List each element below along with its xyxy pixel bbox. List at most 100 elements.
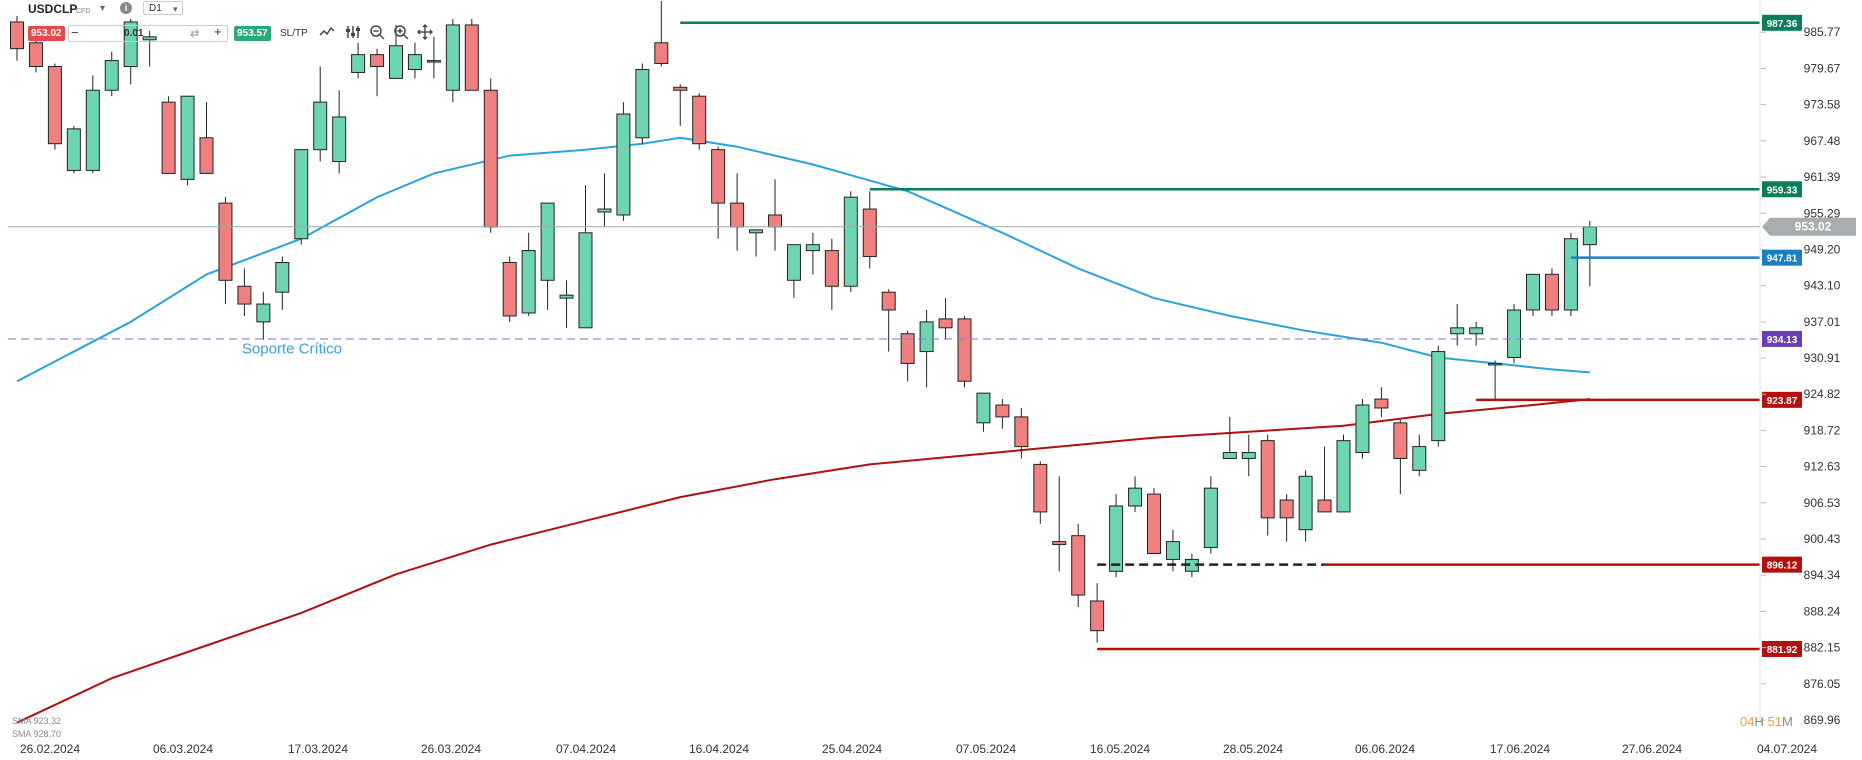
candle-body [10,21,24,50]
candle [1147,488,1161,554]
candle [445,19,460,103]
candle-body [407,54,422,70]
level-label: 896.12 [1767,561,1798,572]
timeframe-chevron-icon[interactable]: ▾ [173,4,178,14]
candle-body [1544,273,1559,311]
y-tick-label: 979.67 [1804,61,1841,75]
candle [180,95,195,186]
legend-sma-2[interactable]: SMA 928.70 [12,729,61,739]
volume-minus-button[interactable]: − [71,25,79,40]
x-tick-label: 28.05.2024 [1223,742,1283,756]
candle-body [370,54,385,68]
move-icon[interactable] [416,23,434,41]
candle [805,232,820,275]
candle [1014,407,1029,459]
legend-sma-1-label: SMA 923.32 [12,716,62,726]
legend-sma-2-label: SMA 928.70 [12,729,62,739]
candle-body [1563,238,1578,311]
level-badge [1762,249,1802,266]
volume-value[interactable]: 0.01 [124,28,144,39]
candle-body [616,113,631,216]
candle [199,102,214,174]
candle [1507,304,1522,364]
sltp-button[interactable]: SL/TP [280,28,308,39]
level-label: 947.81 [1767,254,1798,265]
x-tick-label: 04.07.2024 [1757,742,1817,756]
symbol-label[interactable]: USDCLP [28,2,78,16]
level-label: 923.87 [1767,396,1798,407]
buy-price-button[interactable]: 953.57 [234,26,271,41]
candle-body [1526,273,1540,311]
candle [559,280,574,328]
candle [1071,523,1086,607]
candle [540,202,555,310]
y-tick-label: 985.77 [1804,25,1841,39]
candle [85,75,100,174]
candle [142,30,157,67]
sma-fast-line [16,136,1590,383]
candle [161,96,176,174]
candle [10,16,24,61]
candle-body [711,149,726,204]
candle-body [1298,475,1313,531]
swap-icon[interactable]: ⇄ [190,28,200,40]
volume-input[interactable] [68,25,228,42]
candle [673,84,688,126]
line-chart-icon[interactable] [318,23,336,41]
candle-body [502,261,517,317]
moving-averages [16,136,1590,724]
candle [47,63,62,150]
candle-body [805,244,820,252]
critical-support-annotation: Soporte Crítico [242,341,342,358]
indicators-icon[interactable] [344,23,362,41]
candle-body [294,149,309,240]
info-icon[interactable]: i [120,2,132,14]
level-badge [1762,330,1802,347]
y-tick-label: 888.24 [1804,604,1841,618]
candle-body [1582,226,1597,246]
symbol-dropdown-icon[interactable]: ▾ [100,3,106,14]
candle-body [351,54,366,73]
candle [1412,434,1427,477]
candle-timer: 04H 51M [1740,714,1793,729]
candle [881,289,896,352]
sell-price-button[interactable]: 953.02 [28,26,65,41]
candle [1298,470,1313,542]
legend-sma-1[interactable]: SMA 923.32 [12,716,61,726]
candle-body [1260,440,1275,519]
chart-toolbar: USDCLP CFD ▾ i D1 ▾ 953.02 − 0.01 ⇄ + 95… [0,0,1760,50]
candle-body [1355,404,1370,454]
x-tick-label: 16.04.2024 [689,742,749,756]
level-badge [1762,391,1802,408]
x-tick-label: 16.05.2024 [1090,742,1150,756]
candle [976,392,991,432]
current-price-label: 953.02 [1795,220,1832,234]
candle [768,179,782,251]
price-levels: 987.36 959.33 947.81 934.13 923.87 896.12 881.… [8,14,1856,657]
zoom-in-icon[interactable] [392,23,410,41]
candle [1563,232,1578,316]
candle [749,229,764,257]
candle-body [843,196,858,287]
candle [313,66,328,162]
candle [995,399,1010,429]
candle [521,232,536,316]
candle [938,298,953,340]
candle [1203,476,1218,554]
candle-body [1431,351,1446,442]
candle-body [1374,398,1389,409]
candle-body [540,202,555,281]
volume-plus-button[interactable]: + [214,24,222,39]
candle [1241,434,1256,477]
timer-hours: 04 [1740,714,1755,729]
candle-body [1469,327,1484,335]
candle [1526,273,1540,316]
candle [1582,220,1597,287]
zoom-out-icon[interactable] [368,23,386,41]
timeframe-select[interactable]: D1 [143,1,183,15]
candle [862,191,877,269]
candle-body [559,294,574,299]
level-badge [1762,640,1802,657]
candle-body [881,291,896,311]
